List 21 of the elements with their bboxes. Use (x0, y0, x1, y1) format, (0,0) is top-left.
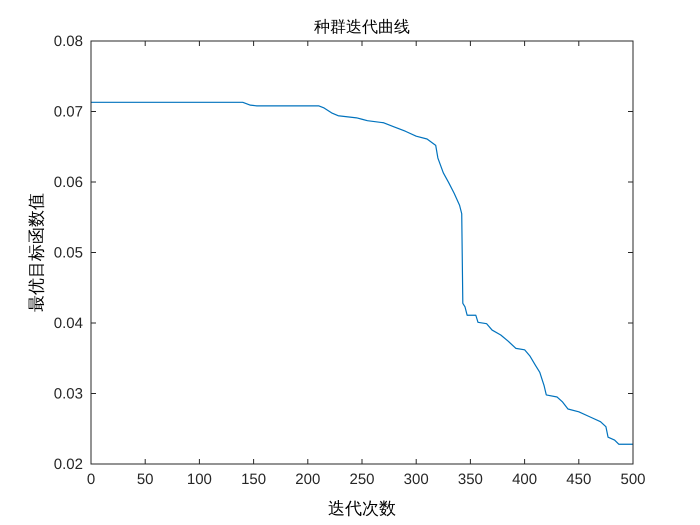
x-tick-label: 400 (512, 471, 538, 488)
y-tick-label: 0.08 (54, 33, 83, 50)
y-tick-label: 0.02 (54, 456, 83, 473)
x-tick-label: 250 (349, 471, 375, 488)
chart-title: 种群迭代曲线 (314, 18, 410, 36)
x-tick-label: 500 (620, 471, 646, 488)
x-tick-label: 150 (241, 471, 266, 488)
y-axis-title: 最优目标函数值 (27, 193, 46, 312)
x-tick-label: 350 (458, 471, 483, 488)
x-tick-label: 0 (86, 471, 96, 488)
x-tick-label: 300 (404, 471, 429, 488)
x-tick-label: 100 (186, 471, 212, 488)
y-tick-label: 0.06 (54, 174, 83, 191)
y-tick-label: 0.05 (54, 244, 83, 262)
x-tick-label: 200 (295, 471, 320, 488)
y-tick-label: 0.07 (54, 104, 83, 120)
x-tick-label: 50 (136, 471, 154, 488)
x-axis-title: 迭代次数 (328, 499, 396, 518)
y-tick-label: 0.03 (54, 386, 83, 402)
y-tick-label: 0.04 (54, 315, 83, 332)
x-tick-label: 450 (566, 471, 592, 488)
